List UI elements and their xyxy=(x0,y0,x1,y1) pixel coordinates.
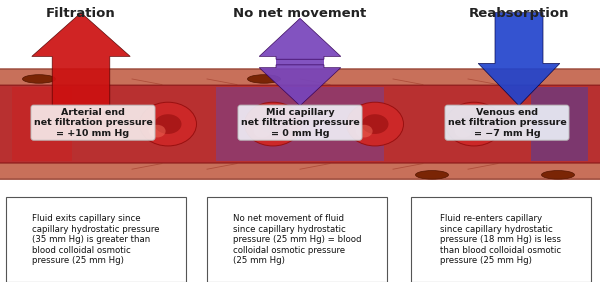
Ellipse shape xyxy=(347,102,404,146)
Polygon shape xyxy=(32,13,130,106)
FancyBboxPatch shape xyxy=(276,59,324,65)
Ellipse shape xyxy=(542,171,575,179)
Ellipse shape xyxy=(361,114,389,134)
Ellipse shape xyxy=(455,125,472,138)
Ellipse shape xyxy=(260,114,287,134)
Text: No net movement: No net movement xyxy=(233,7,367,20)
Text: Filtration: Filtration xyxy=(46,7,116,20)
Ellipse shape xyxy=(140,102,197,146)
Text: No net movement of fluid
since capillary hydrostatic
pressure (25 mm Hg) = blood: No net movement of fluid since capillary… xyxy=(233,214,361,265)
Ellipse shape xyxy=(356,125,373,138)
FancyBboxPatch shape xyxy=(411,197,591,282)
Text: Reabsorption: Reabsorption xyxy=(469,7,569,20)
FancyBboxPatch shape xyxy=(216,87,384,161)
Ellipse shape xyxy=(254,125,271,138)
Text: Arterial end
net filtration pressure
= +10 mm Hg: Arterial end net filtration pressure = +… xyxy=(34,108,152,138)
Polygon shape xyxy=(259,18,341,59)
Polygon shape xyxy=(478,13,560,106)
Ellipse shape xyxy=(445,102,503,146)
Ellipse shape xyxy=(149,125,166,138)
Text: Fluid re-enters capillary
since capillary hydrostatic
pressure (18 mm Hg) is les: Fluid re-enters capillary since capillar… xyxy=(440,214,562,265)
Text: Fluid exits capillary since
capillary hydrostatic pressure
(35 mm Hg) is greater: Fluid exits capillary since capillary hy… xyxy=(32,214,160,265)
FancyBboxPatch shape xyxy=(531,87,588,161)
FancyBboxPatch shape xyxy=(6,197,186,282)
Ellipse shape xyxy=(415,171,449,179)
FancyBboxPatch shape xyxy=(12,87,72,161)
Text: Venous end
net filtration pressure
= −7 mm Hg: Venous end net filtration pressure = −7 … xyxy=(448,108,566,138)
Polygon shape xyxy=(259,65,341,106)
Text: Mid capillary
net filtration pressure
= 0 mm Hg: Mid capillary net filtration pressure = … xyxy=(241,108,359,138)
Ellipse shape xyxy=(155,114,182,134)
Ellipse shape xyxy=(23,75,56,83)
FancyBboxPatch shape xyxy=(207,197,387,282)
Ellipse shape xyxy=(245,102,302,146)
Ellipse shape xyxy=(461,114,487,134)
Ellipse shape xyxy=(248,75,281,83)
FancyBboxPatch shape xyxy=(0,85,600,163)
FancyBboxPatch shape xyxy=(0,69,600,179)
